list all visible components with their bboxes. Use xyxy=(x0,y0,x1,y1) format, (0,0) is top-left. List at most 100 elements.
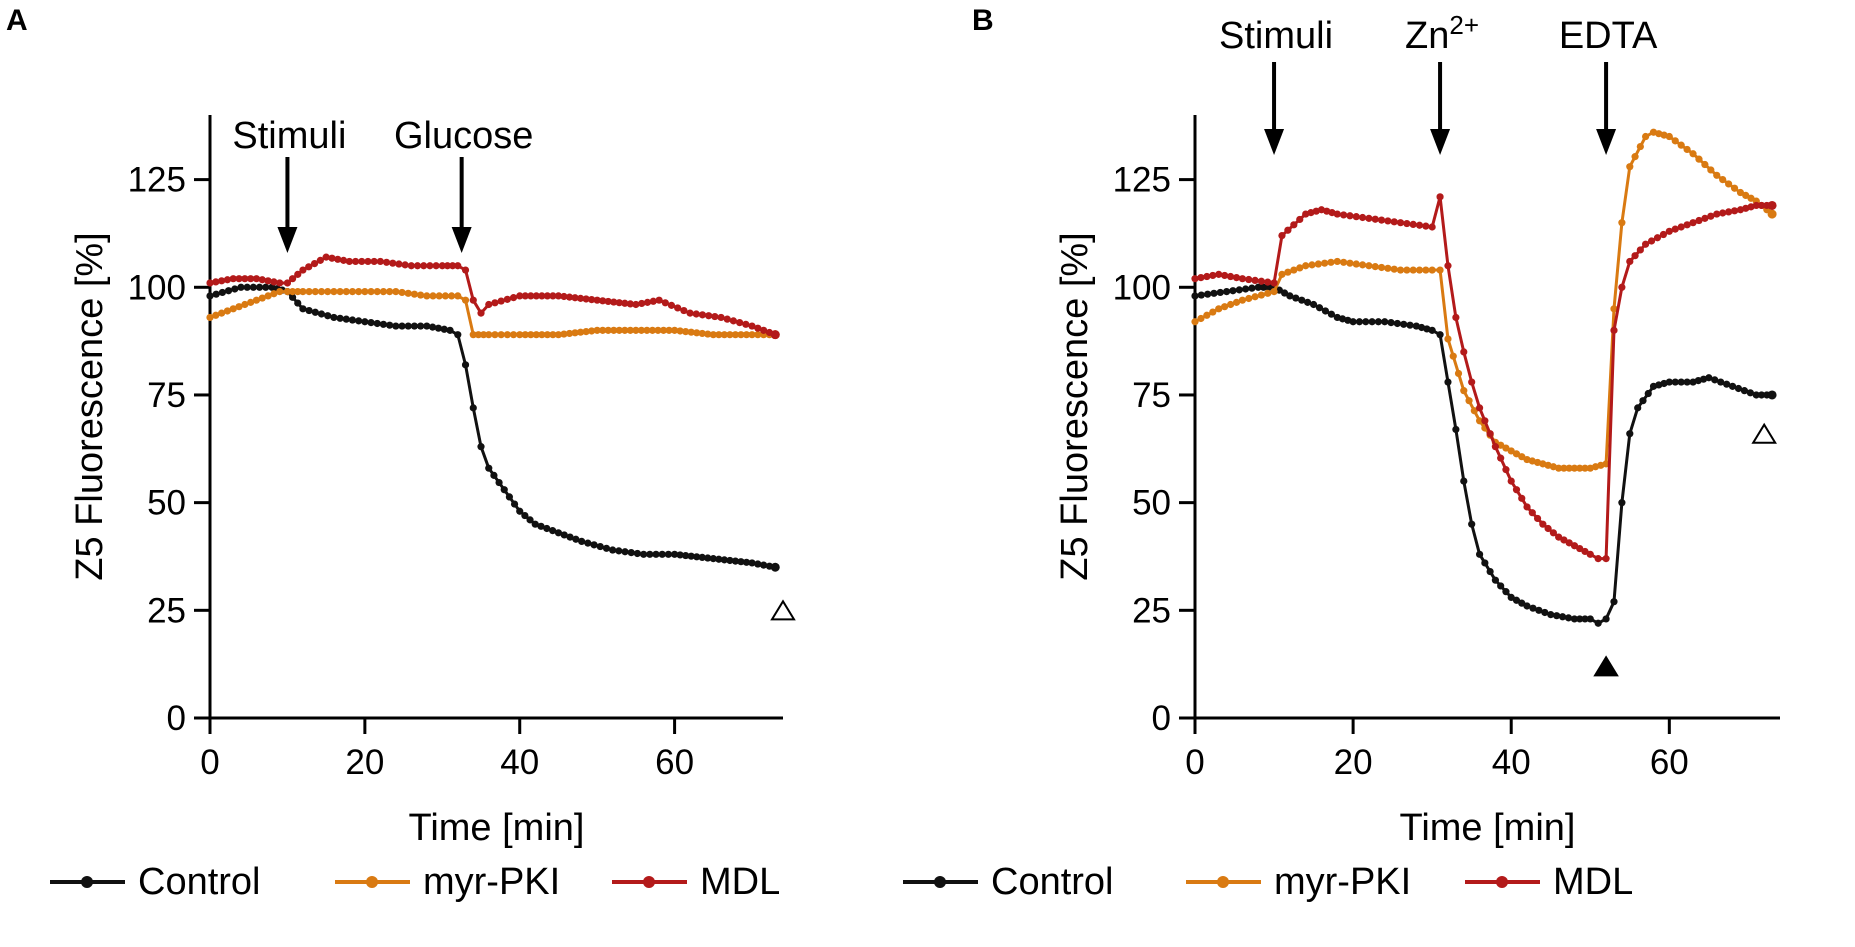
series-point xyxy=(407,262,415,270)
series-point xyxy=(348,287,357,296)
series-point xyxy=(224,287,233,295)
series-point xyxy=(328,254,336,262)
series-point xyxy=(1701,214,1709,222)
series-point xyxy=(223,276,232,284)
series-point xyxy=(1298,296,1306,304)
series-point xyxy=(231,285,239,293)
series-point xyxy=(1507,593,1515,602)
series-point xyxy=(532,331,540,339)
series-point xyxy=(1278,232,1286,240)
series-point xyxy=(420,262,428,270)
series-point xyxy=(1452,313,1460,322)
series-point xyxy=(1565,539,1573,547)
series-point xyxy=(1232,273,1241,282)
series-point xyxy=(392,322,400,330)
series-point xyxy=(1518,599,1526,607)
series-point xyxy=(241,275,249,283)
series-point xyxy=(1290,266,1298,274)
series-point xyxy=(398,322,406,330)
series-point xyxy=(361,318,369,326)
series-point xyxy=(680,306,688,315)
series-point xyxy=(687,552,695,560)
series-point xyxy=(1730,184,1739,192)
series-point xyxy=(1449,352,1457,360)
series-point xyxy=(593,326,601,334)
y-tick-label: 75 xyxy=(147,376,186,415)
series-point xyxy=(582,327,590,336)
series-point xyxy=(1191,275,1199,283)
series-point xyxy=(276,279,284,287)
series-point xyxy=(1491,443,1500,451)
series-point xyxy=(1197,291,1205,299)
annotation-arrow-head xyxy=(451,227,472,253)
series-point xyxy=(1403,266,1411,274)
series-point xyxy=(658,550,666,558)
series-point xyxy=(497,331,505,339)
series-point xyxy=(1541,608,1549,617)
series-point xyxy=(1671,225,1679,233)
series-point xyxy=(1221,271,1229,280)
series-point xyxy=(299,305,307,313)
series-point xyxy=(615,547,623,555)
series-point xyxy=(235,275,243,283)
series-point xyxy=(1553,612,1561,620)
series-point xyxy=(311,308,319,316)
series-point xyxy=(1436,331,1444,339)
annotation-label: Stimuli xyxy=(232,115,346,157)
series-point xyxy=(717,313,725,322)
series-point xyxy=(1296,215,1304,224)
series-point xyxy=(223,307,232,315)
series-point xyxy=(283,287,292,296)
series-point xyxy=(449,262,457,270)
series-point xyxy=(299,266,307,274)
series-point xyxy=(610,298,618,306)
series-point xyxy=(576,294,585,302)
series-point xyxy=(401,261,409,269)
series-point xyxy=(615,326,623,334)
series-point xyxy=(1647,237,1656,245)
series-point xyxy=(1586,615,1594,623)
series-point xyxy=(1631,252,1639,260)
series-point xyxy=(336,314,344,322)
series-point xyxy=(1315,304,1324,312)
series-point xyxy=(602,544,611,552)
series-point xyxy=(1210,289,1218,297)
series-point xyxy=(1665,378,1673,386)
series-point xyxy=(469,404,477,412)
series-point xyxy=(1701,160,1709,169)
series-point xyxy=(206,292,214,300)
series-point xyxy=(698,329,706,338)
series-point xyxy=(1581,547,1589,556)
series-point xyxy=(521,331,529,339)
series-point xyxy=(1626,430,1634,438)
series-point xyxy=(527,331,535,339)
series-point xyxy=(599,297,607,305)
series-point xyxy=(1683,378,1691,386)
series-point xyxy=(1264,278,1272,286)
series-control xyxy=(206,283,780,572)
series-point xyxy=(249,283,257,291)
series-point xyxy=(1736,188,1745,197)
series-point xyxy=(652,550,660,558)
y-tick-label: 75 xyxy=(1132,376,1171,415)
annotation-arrow-head xyxy=(1596,129,1617,155)
series-point xyxy=(737,558,745,566)
series-point xyxy=(1533,514,1542,523)
series-point xyxy=(1677,378,1685,386)
series-point xyxy=(443,262,452,270)
series-point xyxy=(454,262,462,270)
series-point xyxy=(584,539,592,547)
series-point xyxy=(1626,257,1634,266)
series-point xyxy=(324,312,332,320)
panel-letter: B xyxy=(972,4,994,37)
series-point xyxy=(643,326,651,334)
series-point xyxy=(1602,615,1610,623)
series-point xyxy=(379,287,388,296)
series-point xyxy=(704,554,712,562)
series-point xyxy=(1767,390,1777,400)
series-point xyxy=(531,520,539,528)
series-point xyxy=(235,303,243,311)
series-point xyxy=(1734,384,1743,393)
series-point xyxy=(1757,201,1766,210)
